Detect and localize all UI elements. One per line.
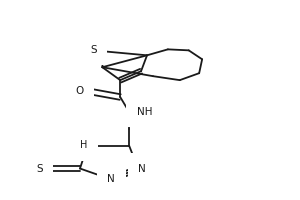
Text: N: N: [138, 164, 146, 174]
Text: NH: NH: [136, 107, 152, 117]
Text: N: N: [107, 174, 115, 184]
Text: S: S: [36, 164, 43, 174]
Text: H: H: [108, 175, 115, 185]
Text: H: H: [80, 140, 87, 150]
Text: S: S: [90, 45, 97, 55]
Text: N: N: [80, 141, 87, 151]
Text: O: O: [76, 86, 84, 96]
